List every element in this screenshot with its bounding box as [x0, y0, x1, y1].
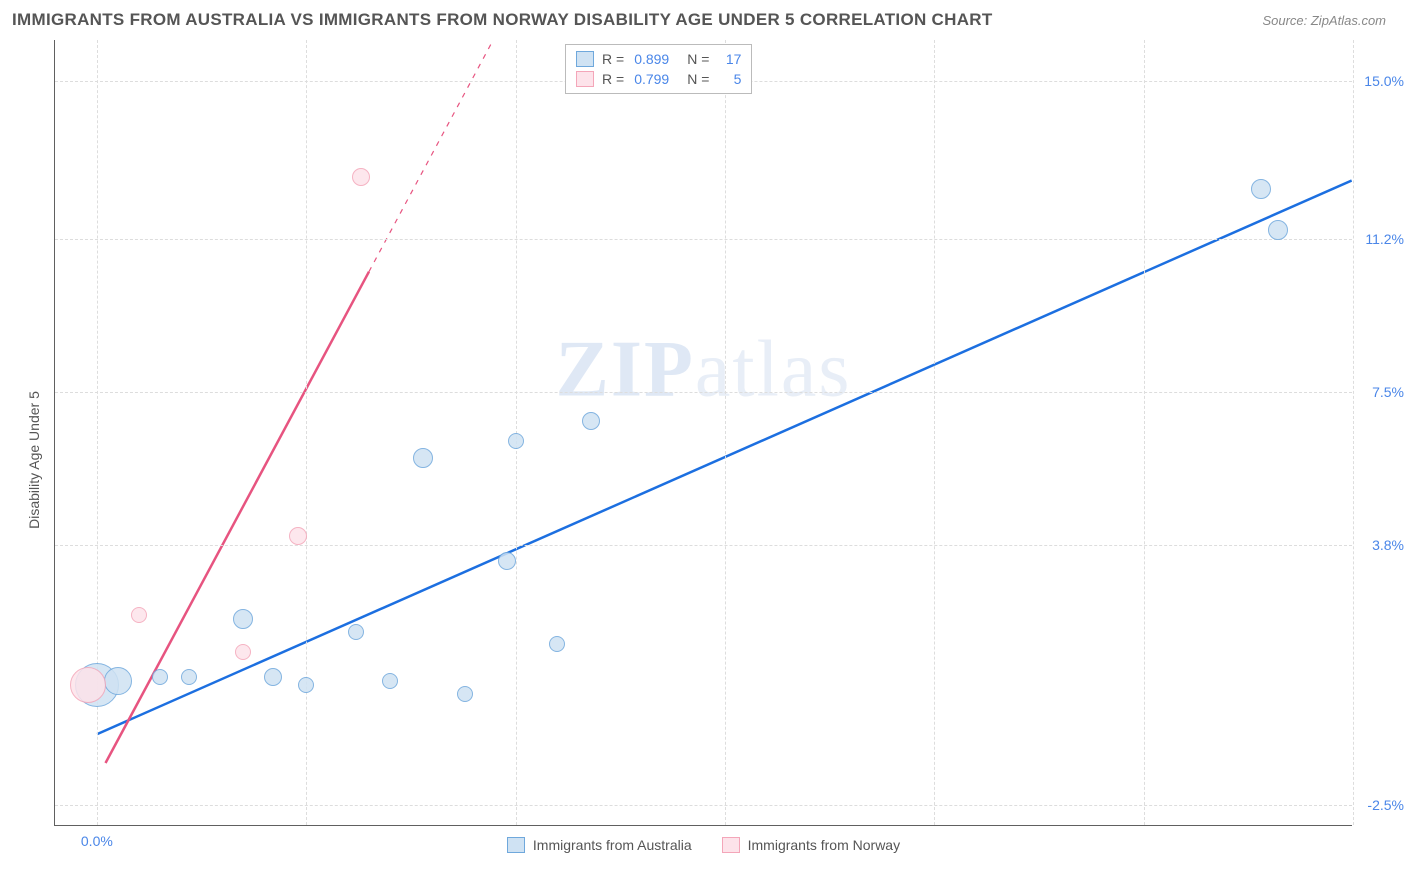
data-point: [498, 552, 516, 570]
gridline-horizontal: [55, 239, 1352, 240]
legend-correlation-row: R = 0.899 N = 17: [576, 49, 741, 69]
gridline-vertical: [1144, 40, 1145, 825]
gridline-vertical: [1353, 40, 1354, 825]
y-tick-label: 11.2%: [1365, 231, 1404, 247]
trend-lines-svg: [55, 40, 1352, 825]
legend-series: Immigrants from Australia Immigrants from…: [55, 837, 1352, 853]
data-point: [413, 448, 433, 468]
data-point: [152, 669, 168, 685]
data-point: [508, 433, 524, 449]
legend-r-label: R =: [602, 71, 624, 87]
data-point: [1251, 179, 1271, 199]
x-tick-label: 0.0%: [81, 833, 113, 849]
legend-series-item: Immigrants from Norway: [722, 837, 900, 853]
legend-series-label: Immigrants from Norway: [748, 837, 900, 853]
data-point: [549, 636, 565, 652]
data-point: [104, 667, 132, 695]
legend-swatch: [576, 71, 594, 87]
legend-n-label: N =: [687, 51, 709, 67]
legend-swatch: [576, 51, 594, 67]
data-point: [131, 607, 147, 623]
legend-r-value: 0.799: [634, 71, 669, 87]
legend-series-label: Immigrants from Australia: [533, 837, 692, 853]
data-point: [181, 669, 197, 685]
gridline-horizontal: [55, 805, 1352, 806]
y-tick-label: -2.5%: [1367, 797, 1404, 813]
gridline-vertical: [306, 40, 307, 825]
legend-n-value: 17: [719, 51, 741, 67]
chart-source: Source: ZipAtlas.com: [1262, 13, 1386, 28]
watermark-bold: ZIP: [556, 325, 695, 413]
watermark-light: atlas: [695, 325, 852, 413]
data-point: [233, 609, 253, 629]
legend-correlation: R = 0.899 N = 17 R = 0.799 N = 5: [565, 44, 752, 94]
legend-swatch: [722, 837, 740, 853]
plot-area: ZIPatlas R = 0.899 N = 17 R = 0.799 N = …: [54, 40, 1352, 826]
legend-series-item: Immigrants from Australia: [507, 837, 692, 853]
data-point: [264, 668, 282, 686]
legend-swatch: [507, 837, 525, 853]
data-point: [582, 412, 600, 430]
legend-r-label: R =: [602, 51, 624, 67]
gridline-vertical: [725, 40, 726, 825]
chart-title: IMMIGRANTS FROM AUSTRALIA VS IMMIGRANTS …: [12, 10, 993, 30]
y-tick-label: 7.5%: [1372, 384, 1404, 400]
data-point: [382, 673, 398, 689]
data-point: [457, 686, 473, 702]
gridline-horizontal: [55, 545, 1352, 546]
legend-correlation-row: R = 0.799 N = 5: [576, 69, 741, 89]
gridline-horizontal: [55, 392, 1352, 393]
y-tick-label: 3.8%: [1372, 537, 1404, 553]
data-point: [352, 168, 370, 186]
y-tick-label: 15.0%: [1364, 73, 1404, 89]
data-point: [298, 677, 314, 693]
legend-r-value: 0.899: [634, 51, 669, 67]
watermark: ZIPatlas: [556, 324, 852, 415]
data-point: [235, 644, 251, 660]
y-axis-title: Disability Age Under 5: [26, 391, 42, 529]
data-point: [70, 667, 106, 703]
gridline-vertical: [934, 40, 935, 825]
legend-n-value: 5: [719, 71, 741, 87]
legend-n-label: N =: [687, 71, 709, 87]
data-point: [1268, 220, 1288, 240]
data-point: [289, 527, 307, 545]
data-point: [348, 624, 364, 640]
chart-header: IMMIGRANTS FROM AUSTRALIA VS IMMIGRANTS …: [0, 0, 1406, 36]
